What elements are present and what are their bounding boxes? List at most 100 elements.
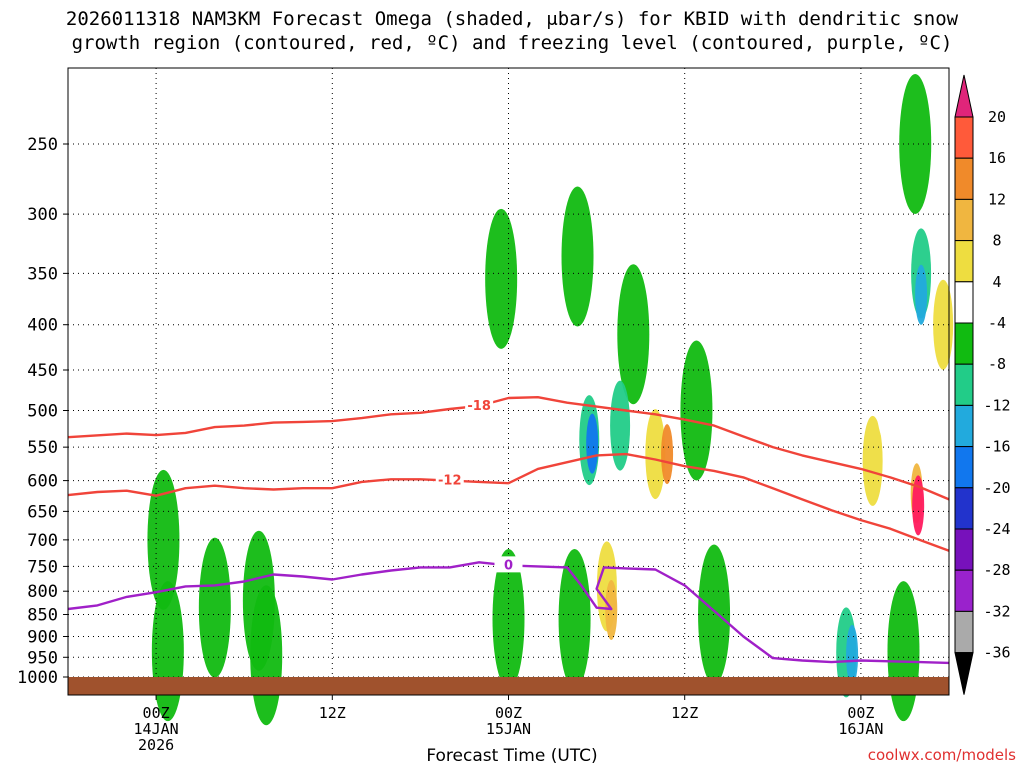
source-credit[interactable]: coolwx.com/models [867,746,1016,764]
colorbar-label-2: 12 [988,190,1006,208]
contour-line-1 [67,452,950,552]
omega-region-0 [151,197,184,338]
omega-region-3 [257,316,290,457]
colorbar-bin-2 [954,198,974,242]
omega-region-30 [492,549,525,690]
omega-region-8 [463,496,496,637]
x-tick-label-2-0: 00Z [495,704,522,722]
omega-region-20 [874,308,907,449]
colorbar-bin-0 [954,116,974,159]
omega-region-17 [808,324,841,465]
contour-label-0: -18 [467,399,491,414]
omega-region-43 [915,264,928,325]
y-tick-label-750: 750 [27,557,58,577]
contour-label-2: 0 [504,558,513,573]
omega-region-2 [213,324,246,465]
contours: -18 -12 0 [67,396,950,665]
omega-region-41 [899,74,932,214]
terrain-ground [68,677,949,695]
y-tick-label-850: 850 [27,606,58,626]
colorbar-label-4: 4 [992,273,1001,291]
x-tick-label-1-0: 12Z [319,704,346,722]
colorbar-label-13: -36 [983,644,1010,662]
y-tick-label-300: 300 [27,205,58,225]
contour-label-bg-1 [435,471,464,488]
colorbar-bin-7 [954,404,974,448]
y-tick-label-600: 600 [27,472,58,492]
y-tick-label-550: 550 [27,438,58,458]
x-tick-label-4-0: 00Z [847,704,874,722]
y-tick-label-500: 500 [27,402,58,422]
y-tick-label-250: 250 [27,135,58,155]
colorbar-bin-1 [954,157,974,200]
contour-line-0 [67,396,950,501]
contour-label-bg-0 [465,396,494,413]
y-tick-label-950: 950 [27,648,58,668]
omega-region-35 [617,264,650,405]
omega-region-5 [330,435,363,576]
x-tick-label-0-1: 14JAN [134,720,179,738]
omega-region-4 [275,458,308,599]
omega-region-31 [558,549,591,690]
colorbar-top-arrow [954,74,974,118]
colorbar-bin-5 [954,322,974,365]
omega-region-40 [846,624,859,685]
y-tick-label-1000: 1000 [17,668,58,688]
colorbar-bottom-arrow [954,652,974,695]
omega-region-14 [661,424,674,485]
colorbar-bin-12 [954,610,974,654]
colorbar-label-0: 20 [988,108,1006,126]
y-tick-label-450: 450 [27,361,58,381]
omega-region-32 [561,186,594,327]
colorbar-label-8: -16 [983,438,1010,456]
colorbar-bin-3 [954,240,974,283]
omega-region-25 [198,537,231,678]
colorbar-bin-8 [954,446,974,489]
colorbar-label-1: 16 [988,149,1006,167]
colorbar-bin-11 [954,569,974,612]
colorbar-label-7: -12 [983,396,1010,414]
y-tick-label-400: 400 [27,316,58,336]
x-tick-label-0-2: 2026 [138,736,174,754]
omega-region-37 [680,340,713,481]
y-tick-label-800: 800 [27,582,58,602]
colorbar-bin-4 [954,281,974,324]
omega-region-28 [151,581,184,722]
colorbar: 20 16 12 8 4 -4 -8 -12 -16 -20 -24 -28 -32 -36 [954,74,1011,695]
x-tick-label-2-1: 15JAN [486,720,531,738]
x-axis-label: Forecast Time (UTC) [426,746,598,766]
y-tick-label-900: 900 [27,627,58,647]
omega-region-29 [485,208,518,349]
colorbar-label-3: 8 [992,232,1001,250]
x-tick-label-3-0: 12Z [671,704,698,722]
contour-label-bg-2 [494,556,523,573]
chart-title-line-1: 2026011318 NAM3KM Forecast Omega (shaded… [65,8,959,30]
omega-region-18 [837,458,870,599]
omega-region-44 [887,581,920,722]
omega-region-13 [645,409,666,500]
omega-region-27 [250,585,283,726]
omega-region-22 [912,475,925,536]
colorbar-bin-9 [954,487,974,530]
axes: 2503003504004505005506006507007508008509… [17,135,883,754]
chart-title-line-2: growth region (contoured, red, ºC) and f… [71,32,953,54]
omega-region-19 [862,415,883,506]
contour-label-1: -12 [438,474,462,489]
contour-line-2 [67,561,950,665]
colorbar-label-10: -24 [983,520,1010,538]
omega-shading [147,74,954,726]
y-tick-label-350: 350 [27,264,58,284]
omega-region-38 [698,544,731,685]
colorbar-label-11: -28 [983,561,1010,579]
colorbar-bin-6 [954,363,974,406]
colorbar-label-12: -32 [983,602,1010,620]
omega-region-6 [375,464,408,605]
y-tick-label-700: 700 [27,531,58,551]
omega-region-34 [586,413,599,474]
omega-region-1 [172,384,205,525]
omega-region-7 [404,384,437,525]
x-tick-label-0-0: 00Z [143,704,170,722]
omega-region-16 [742,384,775,525]
x-tick-label-4-1: 16JAN [838,720,883,738]
